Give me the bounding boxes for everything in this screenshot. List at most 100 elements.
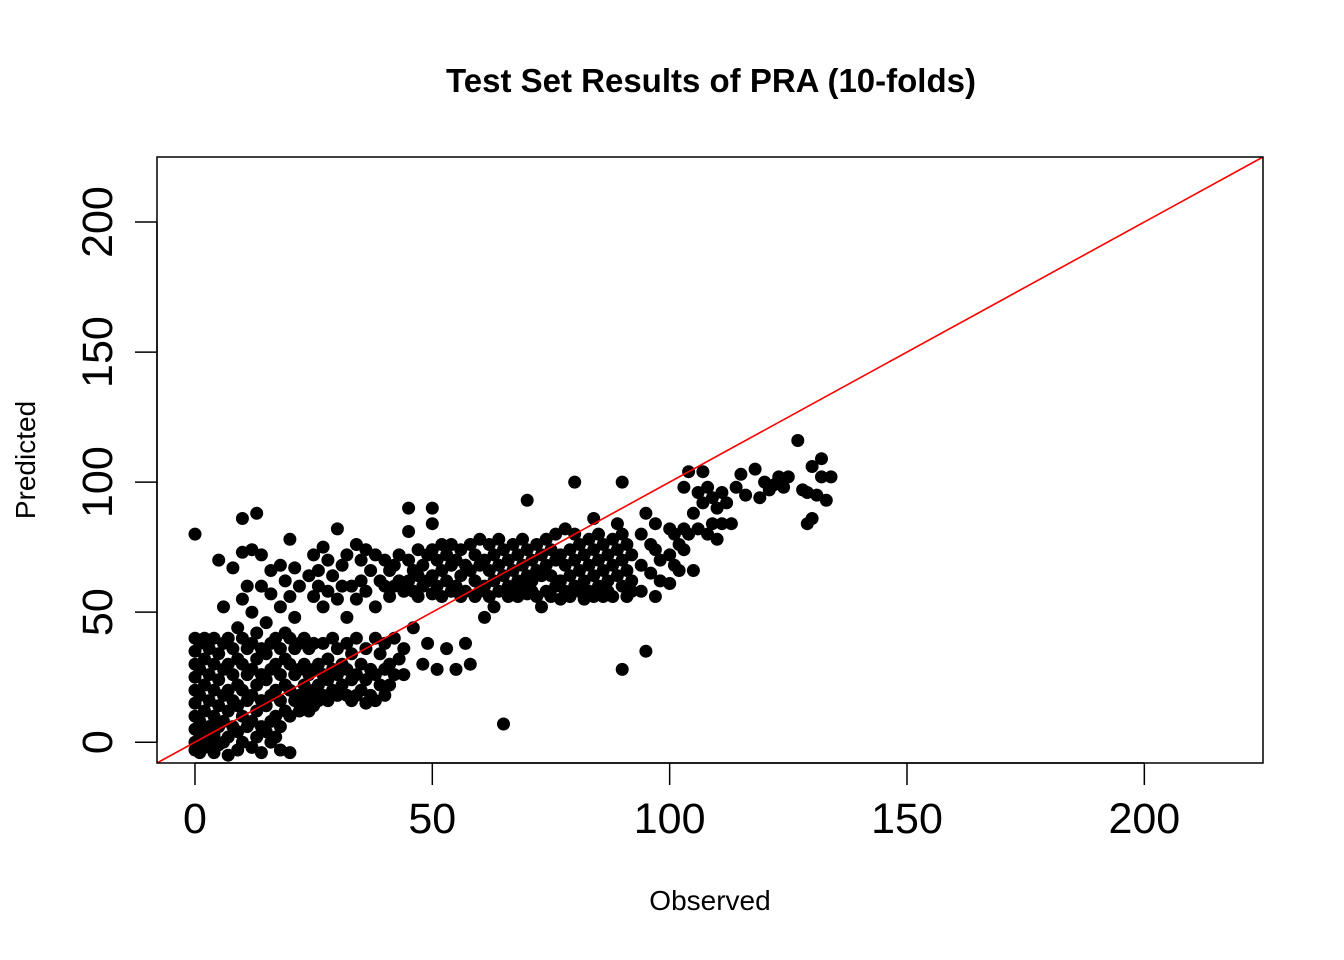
data-point [245,740,259,754]
data-point [273,642,287,656]
data-point [535,548,548,562]
data-point [430,662,444,676]
data-point [563,543,577,557]
data-point [245,543,259,557]
data-point [748,462,762,476]
data-point [620,564,634,577]
reference-line-layer [156,156,1264,764]
data-point [321,553,335,567]
data-point [710,532,724,546]
y-axis-title: Predicted [10,401,41,519]
data-point [596,538,610,551]
data-point [231,725,245,739]
data-point [416,657,430,671]
data-point [582,558,596,572]
data-point [326,569,340,583]
data-point [202,694,216,708]
data-point [615,553,629,567]
data-point [696,465,710,479]
data-point [397,642,411,656]
data-point [459,636,472,650]
data-point [254,548,268,562]
data-point [487,600,501,614]
data-point [411,543,425,557]
data-point [596,564,610,577]
data-point [516,558,529,572]
data-point [259,647,273,661]
data-point [221,631,235,645]
data-point [340,662,354,676]
data-point [245,636,259,650]
data-point [606,590,620,603]
data-point [340,548,354,562]
data-point [705,491,719,505]
data-point [435,564,449,577]
data-point [691,522,705,536]
data-point [425,543,439,557]
data-point [544,543,558,557]
y-tick-label: 200 [74,186,122,258]
data-point [193,688,207,702]
data-point [354,553,368,567]
data-point [772,470,786,484]
data-point [307,590,321,603]
data-point [221,704,235,718]
data-point [283,709,297,723]
data-point [340,636,354,650]
data-point [264,564,278,577]
data-point [254,746,268,760]
data-point [615,527,629,541]
x-tick-label: 50 [408,795,456,843]
data-point [677,480,691,494]
data-point [259,673,273,687]
data-point [311,579,325,593]
data-point [354,657,368,671]
data-point [663,548,677,562]
data-point [335,579,349,593]
data-point [516,532,529,546]
data-point [535,569,548,583]
data-point [530,590,544,603]
data-point [330,668,344,682]
data-point [677,543,691,557]
y-tick-label: 0 [74,730,122,754]
data-point [625,584,639,598]
data-point [198,631,211,645]
data-point [292,688,306,702]
data-point [634,584,648,598]
data-point [653,553,667,567]
data-point [497,569,510,583]
data-point [501,553,515,567]
data-point [686,506,700,520]
data-point [615,475,629,489]
data-point [805,460,819,473]
data-point [582,532,596,546]
x-axis-title: Observed [649,885,770,916]
data-point [587,590,601,603]
chart-title: Test Set Results of PRA (10-folds) [446,62,976,99]
data-point [235,592,249,606]
data-point [221,657,235,671]
y-tick-label: 100 [74,446,122,518]
data-point [402,574,416,588]
data-point [463,657,477,671]
data-point [648,590,662,603]
data-point [696,496,710,510]
data-point [359,543,373,557]
data-point [691,486,705,499]
data-point [392,652,406,666]
data-point [335,678,349,692]
data-point [245,662,259,676]
data-point [573,538,586,551]
data-point [525,553,539,567]
data-point [449,579,463,593]
data-point [221,730,235,744]
data-point [349,631,363,645]
data-point [544,569,558,583]
data-point [468,574,482,588]
data-point [791,434,805,447]
data-point [554,574,567,588]
data-point [349,668,363,682]
data-point [250,652,264,666]
